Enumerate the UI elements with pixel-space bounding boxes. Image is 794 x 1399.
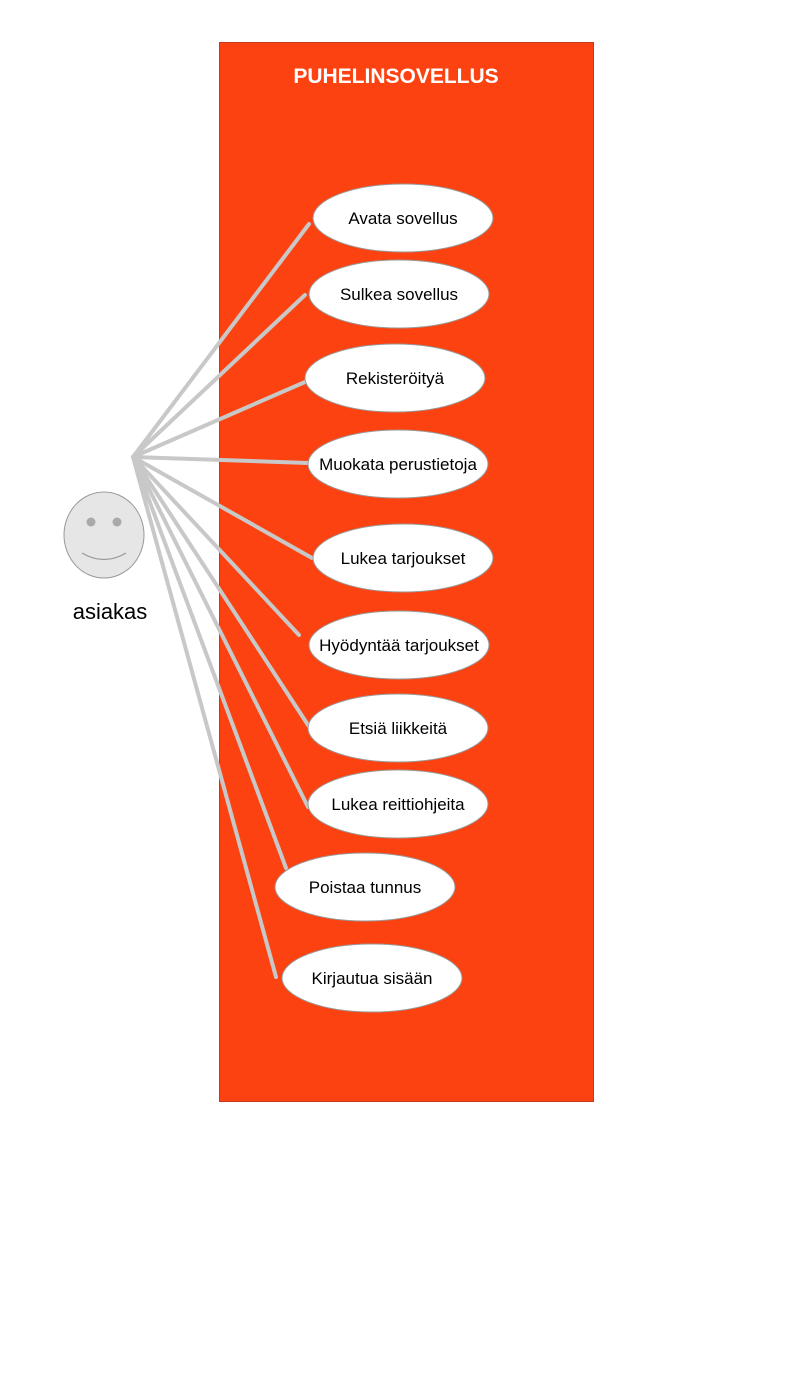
use-case-label: Lukea reittiohjeita bbox=[331, 795, 465, 814]
system-title: PUHELINSOVELLUS bbox=[293, 65, 498, 88]
use-case-muokata-perustietoja[interactable]: Muokata perustietoja bbox=[308, 430, 488, 498]
use-case-etsia-liikkeita[interactable]: Etsiä liikkeitä bbox=[308, 694, 488, 762]
use-case-label: Kirjautua sisään bbox=[312, 969, 433, 988]
use-case-poistaa-tunnus[interactable]: Poistaa tunnus bbox=[275, 853, 455, 921]
use-case-lukea-reittiohjeita[interactable]: Lukea reittiohjeita bbox=[308, 770, 488, 838]
use-case-label: Sulkea sovellus bbox=[340, 285, 458, 304]
use-case-label: Poistaa tunnus bbox=[309, 878, 421, 897]
use-case-label: Etsiä liikkeitä bbox=[349, 719, 448, 738]
actor-left-eye bbox=[87, 518, 96, 527]
smiley-face-icon bbox=[64, 492, 144, 578]
use-case-kirjautua-sisaan[interactable]: Kirjautua sisään bbox=[282, 944, 462, 1012]
use-case-sulkea-sovellus[interactable]: Sulkea sovellus bbox=[309, 260, 489, 328]
use-case-label: Avata sovellus bbox=[348, 209, 457, 228]
use-case-label: Hyödyntää tarjoukset bbox=[319, 636, 479, 655]
use-case-rekisteroitya[interactable]: Rekisteröityä bbox=[305, 344, 485, 412]
use-case-hyodyntaa-tarjoukset[interactable]: Hyödyntää tarjoukset bbox=[309, 611, 489, 679]
use-case-label: Rekisteröityä bbox=[346, 369, 445, 388]
use-case-label: Muokata perustietoja bbox=[319, 455, 477, 474]
actor-face bbox=[64, 492, 144, 578]
actor: asiakas bbox=[64, 492, 147, 624]
use-case-label: Lukea tarjoukset bbox=[341, 549, 466, 568]
actor-right-eye bbox=[113, 518, 122, 527]
actor-label: asiakas bbox=[73, 599, 148, 624]
use-case-lukea-tarjoukset[interactable]: Lukea tarjoukset bbox=[313, 524, 493, 592]
use-case-avata-sovellus[interactable]: Avata sovellus bbox=[313, 184, 493, 252]
